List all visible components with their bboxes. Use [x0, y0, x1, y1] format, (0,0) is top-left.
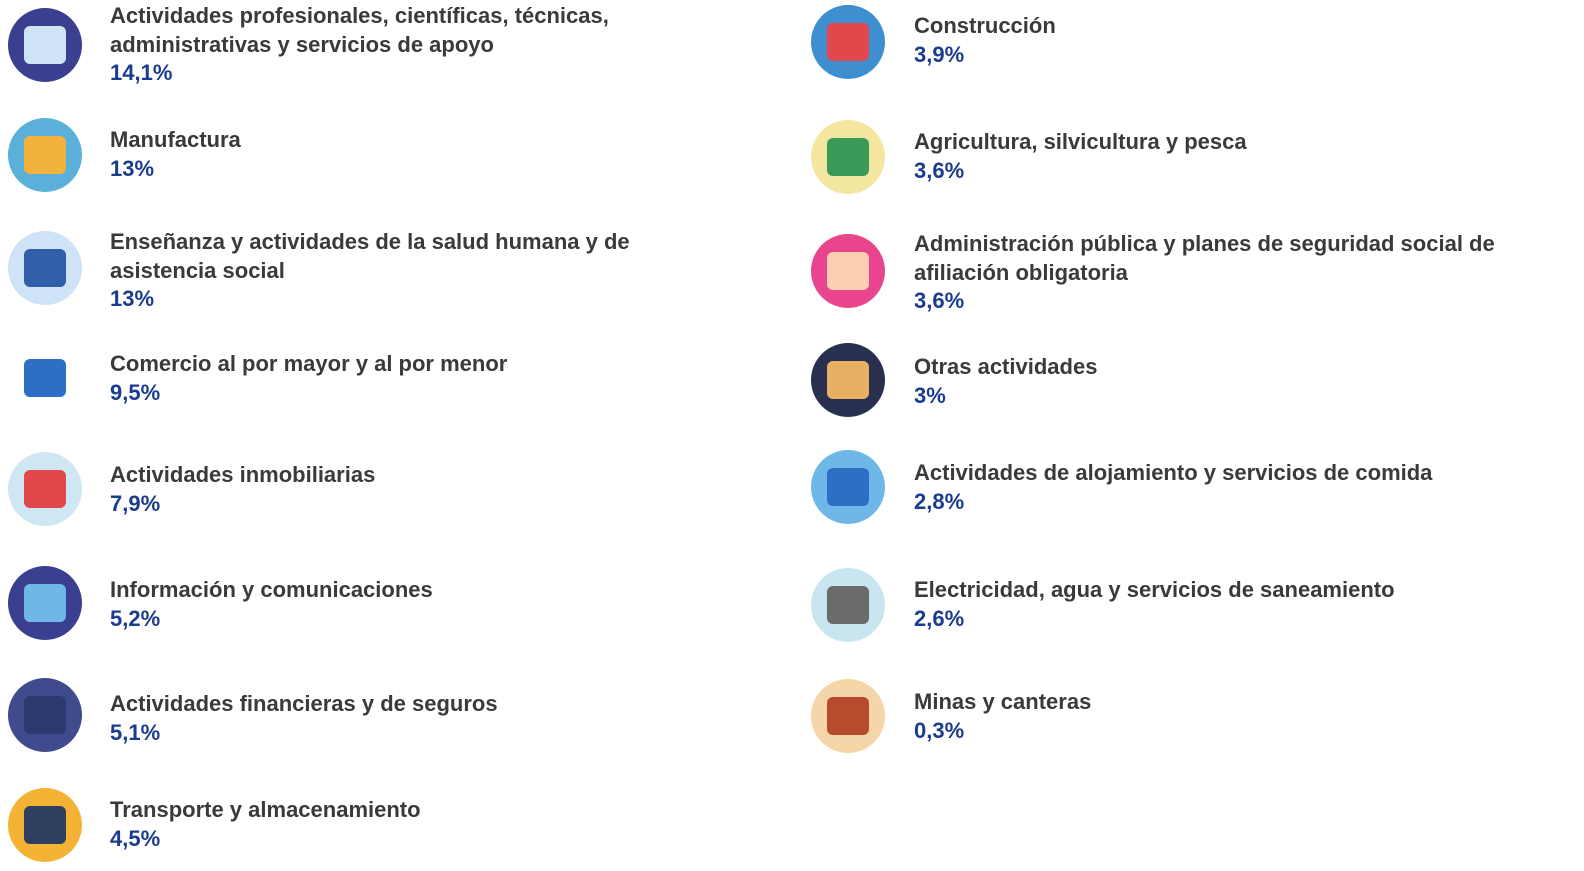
sector-text: Actividades financieras y de seguros 5,1% — [110, 690, 710, 747]
icon-detail — [827, 138, 869, 176]
icon-detail — [24, 359, 66, 397]
icon-detail — [827, 468, 869, 506]
sector-label: Manufactura — [110, 127, 241, 152]
sector-label: Agricultura, silvicultura y pesca — [914, 129, 1247, 154]
sector-icon — [811, 5, 885, 79]
sector-value: 2,6% — [914, 605, 965, 631]
sector-text: Actividades profesionales, científicas, … — [110, 2, 710, 88]
sector-text: Electricidad, agua y servicios de saneam… — [914, 576, 1564, 633]
sector-value: 13% — [110, 286, 155, 311]
sector-value: 13% — [110, 155, 155, 181]
icon-detail — [24, 696, 66, 734]
sector-icon — [811, 343, 885, 417]
sector-icon — [811, 120, 885, 194]
sector-text: Comercio al por mayor y al por menor 9,5% — [110, 350, 710, 407]
sector-value: 14,1% — [110, 60, 173, 85]
sector-value: 2,8% — [914, 488, 965, 514]
sector-icon — [8, 678, 82, 752]
sector-value: 9,5% — [110, 379, 161, 405]
sector-text: Enseñanza y actividades de la salud huma… — [110, 228, 710, 314]
sector-value: 3,9% — [914, 41, 965, 67]
sector-text: Transporte y almacenamiento 4,5% — [110, 796, 710, 853]
icon-detail — [24, 249, 66, 287]
sector-text: Agricultura, silvicultura y pesca 3,6% — [914, 128, 1564, 185]
sector-icon — [811, 568, 885, 642]
icon-detail — [827, 23, 869, 61]
sector-value: 3,6% — [914, 157, 965, 183]
sector-text: Actividades de alojamiento y servicios d… — [914, 459, 1564, 516]
sector-label: Minas y canteras — [914, 689, 1092, 714]
sector-icon — [811, 234, 885, 308]
icon-detail — [827, 586, 869, 624]
sector-label: Transporte y almacenamiento — [110, 797, 421, 822]
sector-value: 0,3% — [914, 717, 965, 743]
sector-value: 5,1% — [110, 719, 161, 745]
icon-detail — [827, 697, 869, 735]
sector-label: Administración pública y planes de segur… — [914, 231, 1495, 285]
icon-detail — [827, 252, 869, 290]
sector-text: Minas y canteras 0,3% — [914, 688, 1564, 745]
icon-detail — [24, 26, 66, 64]
sector-icon — [8, 566, 82, 640]
sector-label: Construcción — [914, 13, 1056, 38]
sector-label: Información y comunicaciones — [110, 577, 433, 602]
sector-icon — [8, 341, 82, 415]
sector-icon — [8, 788, 82, 862]
icon-detail — [24, 136, 66, 174]
sector-value: 3% — [914, 382, 946, 408]
sector-label: Actividades profesionales, científicas, … — [110, 3, 609, 57]
sector-label: Actividades de alojamiento y servicios d… — [914, 460, 1433, 485]
sector-text: Actividades inmobiliarias 7,9% — [110, 461, 710, 518]
icon-detail — [24, 470, 66, 508]
sector-label: Enseñanza y actividades de la salud huma… — [110, 229, 630, 283]
sector-label: Otras actividades — [914, 354, 1098, 379]
sector-icon — [8, 8, 82, 82]
icon-detail — [827, 361, 869, 399]
sector-label: Actividades financieras y de seguros — [110, 691, 498, 716]
sector-text: Construcción 3,9% — [914, 12, 1564, 69]
sector-value: 3,6% — [914, 288, 965, 313]
sector-value: 4,5% — [110, 825, 161, 851]
sector-label: Electricidad, agua y servicios de saneam… — [914, 577, 1395, 602]
sector-text: Información y comunicaciones 5,2% — [110, 576, 710, 633]
sector-text: Otras actividades 3% — [914, 353, 1564, 410]
sector-value: 7,9% — [110, 490, 161, 516]
sector-icon — [8, 118, 82, 192]
sector-icon — [8, 452, 82, 526]
icon-detail — [24, 584, 66, 622]
sector-icon — [811, 450, 885, 524]
sector-text: Manufactura 13% — [110, 126, 710, 183]
sector-value: 5,2% — [110, 605, 161, 631]
sector-icon — [811, 679, 885, 753]
sector-label: Actividades inmobiliarias — [110, 462, 376, 487]
icon-detail — [24, 806, 66, 844]
sector-text: Administración pública y planes de segur… — [914, 230, 1564, 316]
sector-icon — [8, 231, 82, 305]
sector-label: Comercio al por mayor y al por menor — [110, 351, 508, 376]
